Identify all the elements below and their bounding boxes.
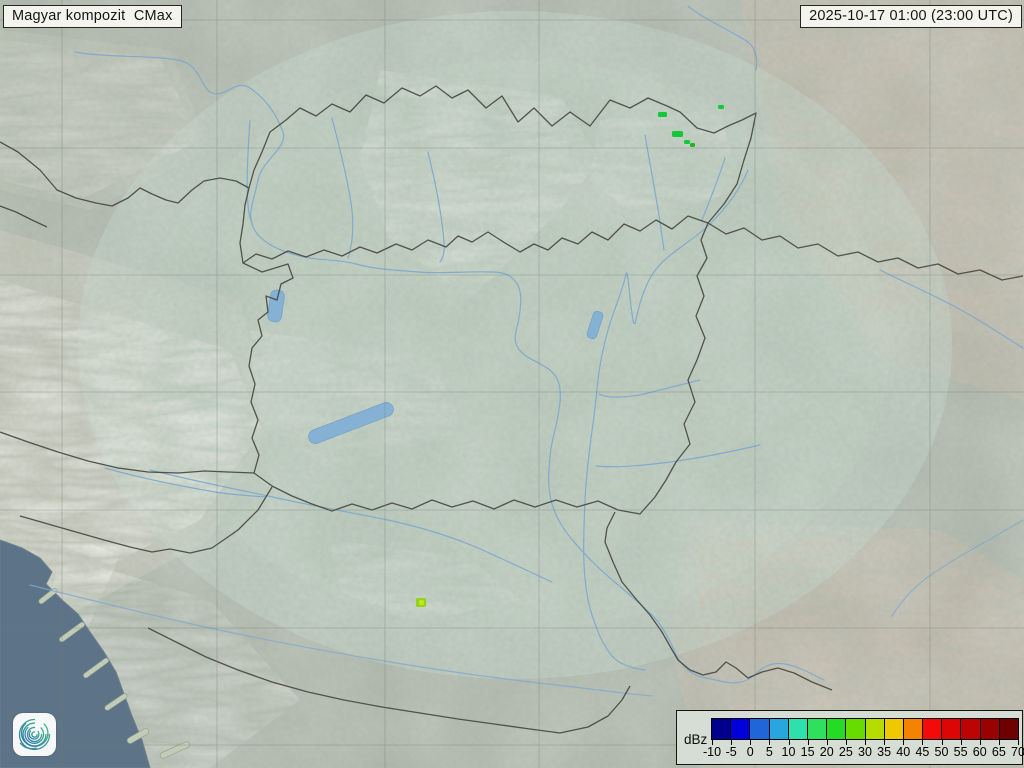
legend-cell	[827, 719, 847, 739]
legend-tick	[712, 740, 713, 745]
dbz-legend: dBz -10 -5 0 5 10 15 20 25 30 35 40 45 50 55 60 65 70	[676, 710, 1024, 765]
timestamp-label: 2025-10-17 01:00 (23:00 UTC)	[800, 5, 1022, 28]
river-maros	[595, 444, 761, 468]
legend-tick	[922, 740, 924, 745]
border-ukraine-romania	[707, 222, 1024, 281]
river-hron	[427, 151, 445, 263]
legend-cell	[846, 719, 866, 739]
legend-tick-label: -5	[725, 745, 737, 759]
legend-tick	[884, 740, 886, 745]
river-mura	[104, 467, 267, 498]
legend-cell	[903, 719, 924, 739]
border-croatia-bosnia	[147, 627, 631, 734]
river-vah	[331, 117, 354, 259]
legend-tick	[845, 740, 847, 745]
lake-balaton	[308, 402, 394, 444]
legend-tick-label: 65	[991, 745, 1006, 759]
legend-tick	[807, 740, 809, 745]
adriatic-sea	[0, 539, 191, 768]
river-bodrog	[701, 157, 726, 221]
border-layer	[0, 85, 1024, 734]
legend-tick	[750, 740, 752, 745]
legend-cell	[731, 719, 751, 739]
lake-tisza	[586, 310, 604, 340]
legend-tick-label: 60	[972, 745, 987, 759]
radar-echo	[690, 143, 695, 147]
legend-tick-label: 0	[746, 745, 754, 759]
river-olt	[891, 519, 1024, 617]
legend-cell	[942, 719, 962, 739]
legend-tick	[960, 740, 962, 745]
legend-cell	[712, 719, 732, 739]
legend-cell	[884, 719, 904, 739]
legend-tick-label: 15	[800, 745, 815, 759]
legend-tick-label: 40	[896, 745, 911, 759]
legend-tick-label: 70	[1011, 745, 1024, 759]
legend-tick	[769, 740, 771, 745]
legend-tick-label: 35	[877, 745, 892, 759]
hungaromet-logo	[13, 713, 56, 756]
legend-cell	[865, 719, 885, 739]
border-hungary	[242, 215, 709, 515]
legend-tick-label: 45	[915, 745, 930, 759]
legend-tick-label: 30	[858, 745, 872, 759]
river-morava	[246, 119, 253, 223]
legend-tick	[941, 740, 943, 745]
border-slovenia-croatia	[19, 486, 273, 554]
legend-tick	[998, 740, 1000, 745]
river-poprad	[687, 5, 758, 71]
legend-tick-label: 25	[838, 745, 853, 759]
river-somes	[879, 269, 1024, 349]
radar-echo	[658, 112, 667, 117]
legend-cell	[961, 719, 981, 739]
border-slovakia-north	[248, 85, 757, 224]
river-danube	[74, 51, 825, 684]
radar-echo	[718, 105, 724, 109]
legend-tick-label: 20	[819, 745, 834, 759]
legend-cell	[807, 719, 828, 739]
legend-tick-label: 5	[765, 745, 773, 759]
radar-echo-layer	[416, 105, 724, 607]
radar-echo	[672, 131, 683, 137]
legend-tick	[788, 740, 790, 745]
islands	[38, 587, 191, 759]
legend-tick	[1018, 740, 1019, 745]
radar-echo	[684, 140, 690, 144]
legend-tick-label: 50	[934, 745, 949, 759]
legend-tick	[903, 740, 905, 745]
river-tisza	[582, 169, 749, 671]
legend-unit-label: dBz	[684, 732, 708, 747]
radar-echo	[419, 600, 424, 605]
legend-tick	[865, 740, 866, 745]
river-koros	[598, 379, 701, 398]
legend-cell	[750, 719, 770, 739]
legend-tick-label: 10	[781, 745, 796, 759]
legend-cell	[769, 719, 789, 739]
legend-tick	[826, 740, 828, 745]
river-layer	[29, 5, 1024, 697]
legend-cell	[999, 719, 1018, 739]
legend-colorbar	[711, 718, 1019, 740]
legend-tick-label: -10	[702, 745, 722, 759]
legend-tick	[979, 740, 981, 745]
border-czech-austria	[0, 141, 250, 207]
river-sava	[29, 584, 653, 697]
product-label: Magyar kompozit CMax	[3, 5, 182, 28]
border-austria-slovenia	[0, 431, 255, 474]
border-serbia-romania	[604, 511, 833, 691]
border-austria-slovakia	[239, 187, 250, 264]
border-west-short	[0, 205, 48, 228]
legend-tick-label: 55	[953, 745, 968, 759]
river-drava	[149, 469, 553, 583]
legend-tick	[731, 740, 733, 745]
legend-cell	[980, 719, 1000, 739]
spiral-logo-icon	[18, 718, 51, 751]
legend-cell	[788, 719, 808, 739]
legend-cell	[923, 719, 943, 739]
